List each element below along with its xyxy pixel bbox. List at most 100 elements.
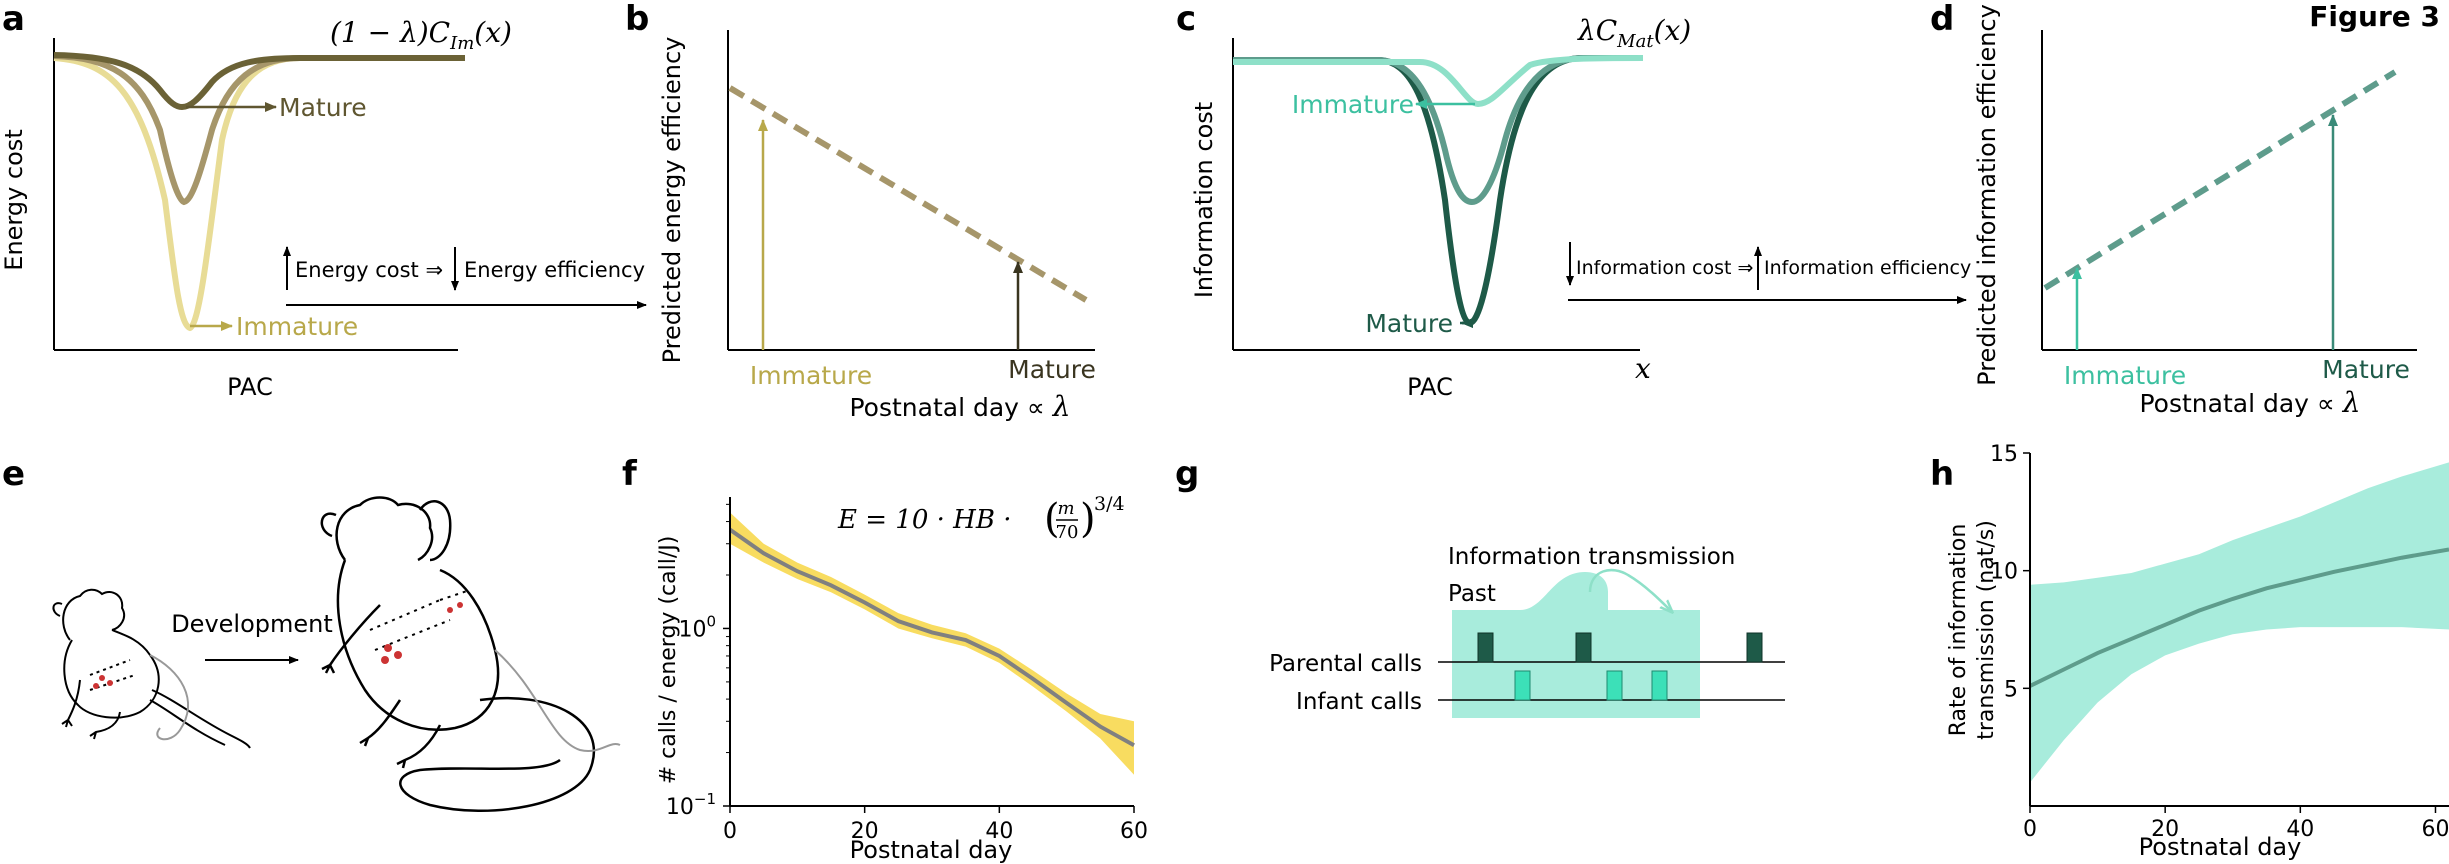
panel-b-immature-label: Immature (750, 361, 872, 390)
panel-d-xlabel-text: Postnatal day ∝ (2140, 389, 2343, 418)
panel-f-formula-num: m (1057, 498, 1074, 519)
panel-f-xlabel: Postnatal day (850, 836, 1013, 864)
parental-call-2 (1575, 632, 1592, 663)
panel-b-xlabel-math: λ (1052, 390, 1071, 423)
panel-c-formula: λCMat(x) (1577, 14, 1691, 52)
panel-d: d Immature Mature Predicted information … (1930, 0, 2417, 419)
panel-d-immature-label: Immature (2064, 361, 2186, 390)
svg-text:(1 − λ)CIm(x): (1 − λ)CIm(x) (330, 16, 512, 54)
panel-h-y-tick-label: 10 (1990, 560, 2018, 585)
panel-label-a: a (2, 0, 25, 39)
energy-curve-immature (53, 55, 465, 332)
panel-d-ylabel: Predicted information efficiency (1973, 4, 2001, 386)
panel-h-ci-band (2030, 462, 2449, 783)
adult-recording-dots (381, 602, 463, 664)
panel-c-ylabel: Information cost (1190, 102, 1218, 298)
panel-f-mean-line (728, 528, 1135, 747)
energy-efficiency-line (728, 85, 1088, 303)
info-curve-mid (1233, 55, 1643, 206)
panel-d-xlabel-math: λ (2342, 386, 2361, 419)
panel-a-arrow-text-2: Energy efficiency (464, 258, 645, 282)
panel-label-f: f (622, 454, 638, 494)
prediction-arrow (1588, 568, 1672, 612)
panel-c-arrow-text-2: Information efficiency (1764, 257, 1971, 279)
parental-call-3 (1746, 632, 1763, 663)
infant-call-3 (1651, 670, 1668, 701)
panel-c: c λCMat(x) Immature Mature Information c… (1176, 0, 1971, 401)
panel-c-formula-arg: (x) (1654, 14, 1692, 47)
panel-f-ci-band (730, 512, 1134, 775)
panel-f-x-tick-label: 60 (1120, 819, 1148, 844)
panel-f-x-tick-label: 40 (985, 819, 1013, 844)
panel-f-x-tick-label: 0 (723, 819, 737, 844)
panel-h-ylabel: Rate of information transmission (nat/s) (1946, 520, 1999, 740)
panel-a-arrow-text-1: Energy cost ⇒ (295, 258, 443, 282)
panel-label-e: e (2, 454, 25, 494)
panel-b-mature-label: Mature (1008, 355, 1096, 384)
panel-b-xlabel: Postnatal day ∝ λ (850, 390, 1071, 423)
panel-label-d: d (1930, 0, 1954, 39)
panel-b: b Immature Mature Predicted energy effic… (625, 0, 1096, 423)
energy-curve-mid (53, 53, 465, 206)
chart-f: 0 20 40 60 10−1 100 (666, 497, 1148, 844)
panel-a-ylabel: Energy cost (0, 129, 28, 270)
panel-c-arrow-text-1: Information cost ⇒ (1576, 257, 1753, 279)
panel-label-g: g (1175, 454, 1199, 494)
panel-b-xlabel-text: Postnatal day ∝ (850, 393, 1053, 422)
panel-f-ylabel: # calls / energy (call/J) (656, 536, 681, 785)
panel-d-mature-label: Mature (2322, 355, 2410, 384)
panel-f-formula-den: 70 (1056, 522, 1079, 543)
panel-g: g Information transmission Past Parental… (1175, 454, 1785, 718)
panel-f-y-tick-label: 100 (678, 612, 716, 642)
panel-c-x-var: x (1635, 352, 1651, 385)
panel-d-xlabel: Postnatal day ∝ λ (2140, 386, 2361, 419)
panel-f-formula-lhs: E = 10 · HB · (837, 505, 1011, 535)
info-efficiency-line (2043, 69, 2397, 291)
panel-a-immature-label: Immature (236, 312, 358, 341)
infant-call-1 (1514, 670, 1531, 701)
panel-a-mature-label: Mature (279, 93, 367, 122)
chart-h: 0 20 40 60 5 10 15 (1990, 442, 2449, 842)
svg-text:λCMat(x): λCMat(x) (1577, 14, 1691, 52)
panel-label-c: c (1176, 0, 1196, 39)
parental-call-1 (1477, 632, 1494, 663)
panel-a-xlabel: PAC (227, 373, 273, 401)
panel-h-ylabel-line2: transmission (nat/s) (1974, 520, 1999, 740)
panel-h-y-tick-label: 5 (2004, 677, 2018, 702)
panel-c-xlabel: PAC (1407, 373, 1453, 401)
panel-h-ylabel-line1: Rate of information (1946, 524, 1971, 737)
panel-f-x-tick-label: 20 (851, 819, 879, 844)
panel-f: f 0 20 40 60 10−1 100 # calls / energy (call/… (622, 454, 1148, 864)
panel-h-x-tick-label: 40 (2286, 817, 2314, 842)
panel-e: e Development (2, 454, 621, 812)
panel-h-x-tick-label: 60 (2421, 817, 2449, 842)
panel-f-y-tick-label: 10−1 (666, 790, 716, 820)
panel-f-formula-paren-open: ( (1044, 496, 1060, 542)
panel-h-xlabel: Postnatal day (2139, 833, 2302, 861)
panel-label-h: h (1930, 454, 1954, 494)
panel-a-formula-sub: Im (449, 33, 474, 54)
past-window-bump (1520, 572, 1608, 610)
panel-g-past-label: Past (1448, 581, 1496, 607)
parental-call-events (1477, 632, 1763, 663)
panel-a-formula-arg: (x) (474, 16, 512, 49)
info-curve-immature (1233, 55, 1644, 108)
panel-f-formula: E = 10 · HB · ( m 70 ) 3/4 (837, 493, 1125, 543)
panel-a-formula: (1 − λ)CIm(x) (330, 16, 512, 54)
panel-g-title: Information transmission (1448, 544, 1735, 570)
panel-a: a (1 − λ)CIm(x) Mature Immature Energy c… (0, 0, 647, 401)
infant-call-events (1514, 670, 1668, 701)
panel-h-mean-line (2029, 547, 2449, 688)
panel-f-formula-exp: 3/4 (1094, 493, 1125, 515)
panel-c-mature-label: Mature (1365, 309, 1453, 338)
adult-marmoset-drawing (320, 496, 621, 812)
panel-h-x-tick-label: 20 (2151, 817, 2179, 842)
panel-c-immature-label: Immature (1292, 90, 1414, 119)
panel-f-formula-paren-close: ) (1080, 496, 1096, 542)
panel-h: h 0 20 40 60 5 10 15 Rate of information trans… (1930, 442, 2449, 861)
panel-a-formula-main: (1 − λ)C (330, 16, 450, 49)
figure-title: Figure 3 (2309, 0, 2440, 33)
energy-curve-mature (53, 52, 465, 111)
infant-recording-dots (93, 675, 113, 689)
